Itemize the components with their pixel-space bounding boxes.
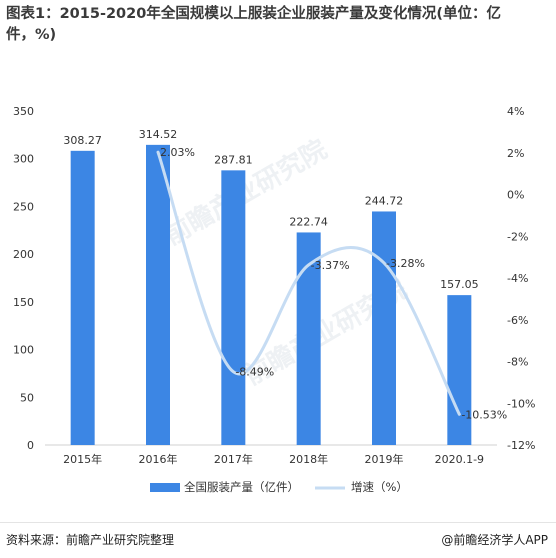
y-left-tick-label: 350 (13, 105, 34, 118)
y-left-tick-label: 250 (13, 200, 34, 213)
y-left-tick-label: 300 (13, 153, 34, 166)
y-right-tick-label: -12% (507, 439, 535, 452)
x-tick-label: 2015年 (63, 452, 102, 466)
y-left-tick-label: 100 (13, 344, 34, 357)
label-layer: 308.27 314.52 287.81 222.74 244.72 157.05 2.03… (63, 128, 507, 421)
bar (372, 211, 396, 445)
bar-value-label: 222.74 (289, 215, 328, 228)
x-tick-label: 2016年 (139, 452, 178, 466)
axis-layer: 0 50 100 150 200 250 300 350 -12% -10% -8% -6% -4% -2… (13, 105, 535, 466)
x-tick-label: 2018年 (289, 452, 328, 466)
chart-title: 图表1：2015-2020年全国规模以上服装企业服装产量及变化情况(单位：亿件，… (6, 6, 501, 43)
footer-divider (0, 522, 556, 523)
y-right-tick-label: 0% (507, 189, 524, 202)
y-right-tick-label: -2% (507, 230, 528, 243)
line-value-label: -10.53% (461, 408, 507, 421)
line-value-label: -8.49% (235, 366, 274, 379)
line-value-label: 2.03% (160, 146, 195, 159)
bar (447, 295, 472, 445)
bar (296, 232, 321, 445)
y-right-tick-label: -6% (507, 314, 528, 327)
bar-value-label: 157.05 (440, 278, 479, 291)
y-right-tick-label: -10% (507, 397, 535, 410)
legend-layer: 全国服装产量（亿件） 增速（%） (150, 480, 408, 494)
source-note: 资料来源：前瞻产业研究院整理 (6, 533, 175, 547)
x-tick-label: 2019年 (365, 452, 404, 466)
line-value-label: -3.28% (386, 257, 425, 270)
y-left-tick-label: 150 (13, 296, 34, 309)
legend-line-label: 增速（%） (351, 480, 408, 494)
y-left-tick-label: 50 (20, 391, 34, 404)
line-value-label: -3.37% (311, 259, 350, 272)
y-left-tick-label: 0 (27, 439, 34, 452)
bar-value-label: 314.52 (139, 128, 178, 141)
legend-bar-swatch (150, 483, 180, 492)
bar-layer (70, 144, 472, 446)
y-right-tick-label: 4% (507, 105, 524, 118)
bar (146, 144, 170, 445)
brand-note: @前瞻经济学人APP (441, 533, 548, 547)
growth-line (156, 150, 461, 416)
bar-value-label: 287.81 (214, 153, 253, 166)
legend-bar-label: 全国服装产量（亿件） (184, 480, 299, 494)
bar-value-label: 244.72 (365, 194, 404, 207)
bar-value-label: 308.27 (63, 134, 102, 147)
x-tick-label: 2017年 (214, 452, 253, 466)
y-right-tick-label: -8% (507, 356, 528, 369)
x-tick-label: 2020.1-9 (435, 453, 484, 466)
y-right-tick-label: 2% (507, 147, 524, 160)
line-layer (156, 150, 461, 416)
y-left-tick-label: 200 (13, 248, 34, 261)
y-right-tick-label: -4% (507, 272, 528, 285)
bar (221, 170, 246, 445)
bar (70, 150, 95, 446)
